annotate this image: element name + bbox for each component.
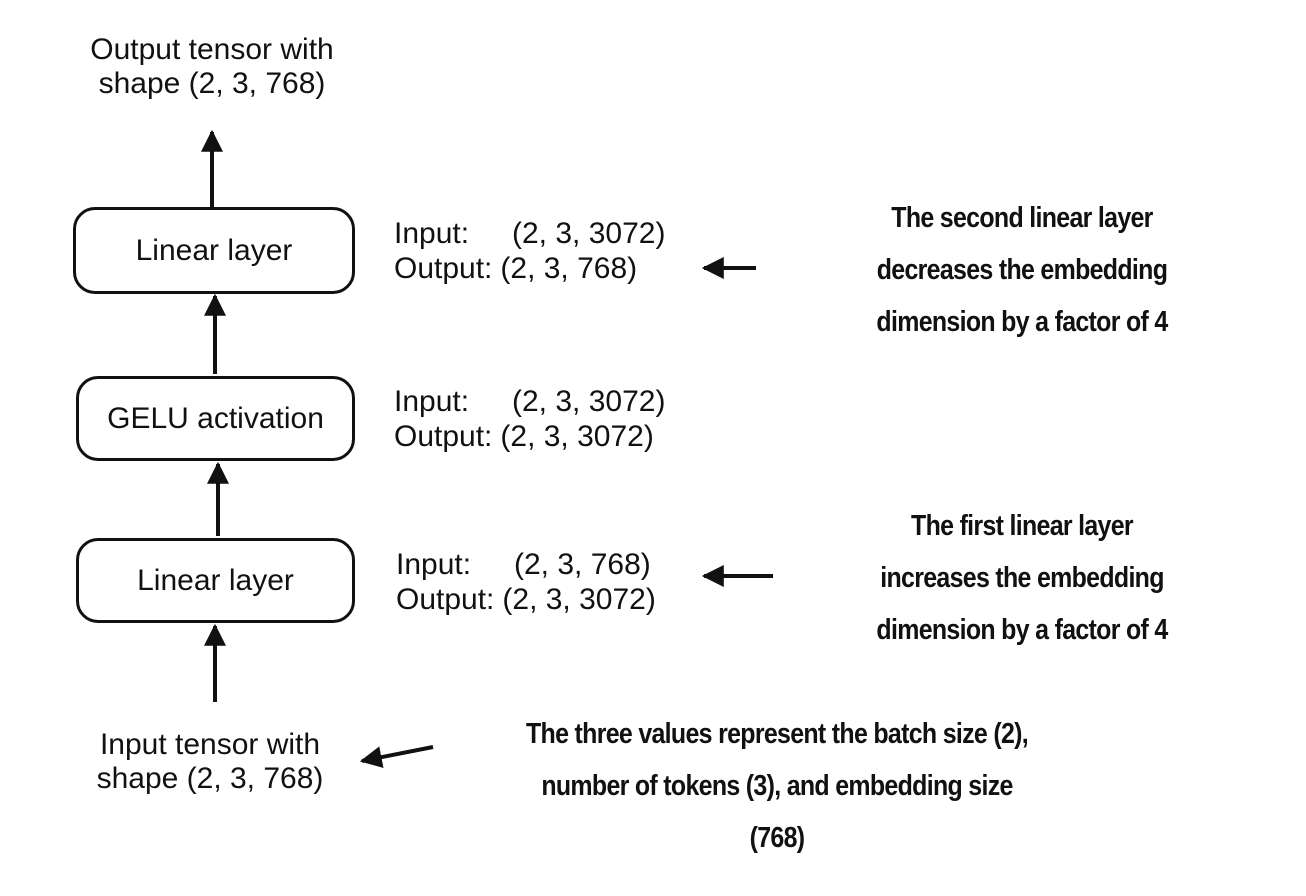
annotation-three-values-line-2: number of tokens (3), and embedding size bbox=[541, 770, 1013, 802]
linear-layer-top-box: Linear layer bbox=[73, 207, 355, 294]
output-tensor-label-line-1: Output tensor with bbox=[90, 33, 334, 66]
annotation-second-linear: The second linear layer decreases the em… bbox=[850, 192, 1194, 348]
annotation-first-linear-line-2: increases the embedding bbox=[880, 562, 1164, 594]
annotation-first-linear: The first linear layer increases the emb… bbox=[850, 500, 1194, 656]
shape-bottom-output-key: Output: bbox=[396, 583, 495, 616]
arrow-pointer-input-tensor bbox=[359, 745, 434, 768]
shape-bottom-input-value: (2, 3, 768) bbox=[514, 548, 651, 581]
annotation-first-linear-line-3: dimension by a factor of 4 bbox=[876, 614, 1168, 646]
shape-top-input-key: Input: bbox=[394, 217, 470, 250]
annotation-three-values-line-3: (768) bbox=[749, 822, 805, 854]
input-tensor-label: Input tensor with shape (2, 3, 768) bbox=[60, 728, 360, 796]
annotation-three-values: The three values represent the batch siz… bbox=[476, 708, 1078, 864]
annotation-three-values-line-1: The three values represent the batch siz… bbox=[526, 718, 1029, 750]
shape-info-bottom: Input: (2, 3, 768) Output: (2, 3, 3072) bbox=[396, 547, 656, 617]
shape-bottom-input-key: Input: bbox=[396, 548, 472, 581]
shape-middle-output-key: Output: bbox=[394, 420, 493, 453]
shape-top-output-key: Output: bbox=[394, 252, 493, 285]
output-tensor-label: Output tensor with shape (2, 3, 768) bbox=[62, 33, 362, 101]
input-tensor-label-line-2: shape (2, 3, 768) bbox=[96, 762, 324, 795]
gelu-activation-label: GELU activation bbox=[107, 401, 324, 435]
linear-layer-bottom-label: Linear layer bbox=[137, 563, 294, 597]
annotation-second-linear-line-1: The second linear layer bbox=[891, 202, 1153, 234]
shape-middle-input-key: Input: bbox=[394, 385, 470, 418]
shape-info-top: Input: (2, 3, 3072) Output: (2, 3, 768) bbox=[394, 216, 665, 286]
gelu-activation-box: GELU activation bbox=[76, 376, 355, 461]
annotation-second-linear-line-3: dimension by a factor of 4 bbox=[876, 306, 1168, 338]
shape-bottom-output-value: (2, 3, 3072) bbox=[502, 583, 656, 616]
linear-layer-bottom-box: Linear layer bbox=[76, 538, 355, 623]
annotation-first-linear-line-1: The first linear layer bbox=[911, 510, 1134, 542]
shape-top-input-value: (2, 3, 3072) bbox=[512, 217, 666, 250]
shape-info-middle: Input: (2, 3, 3072) Output: (2, 3, 3072) bbox=[394, 384, 665, 454]
annotation-second-linear-line-2: decreases the embedding bbox=[876, 254, 1168, 286]
shape-middle-output-value: (2, 3, 3072) bbox=[500, 420, 654, 453]
output-tensor-label-line-2: shape (2, 3, 768) bbox=[98, 67, 326, 100]
shape-top-output-value: (2, 3, 768) bbox=[500, 252, 638, 285]
shape-middle-input-value: (2, 3, 3072) bbox=[512, 385, 666, 418]
linear-layer-top-label: Linear layer bbox=[135, 233, 293, 267]
input-tensor-label-line-1: Input tensor with bbox=[99, 728, 321, 761]
